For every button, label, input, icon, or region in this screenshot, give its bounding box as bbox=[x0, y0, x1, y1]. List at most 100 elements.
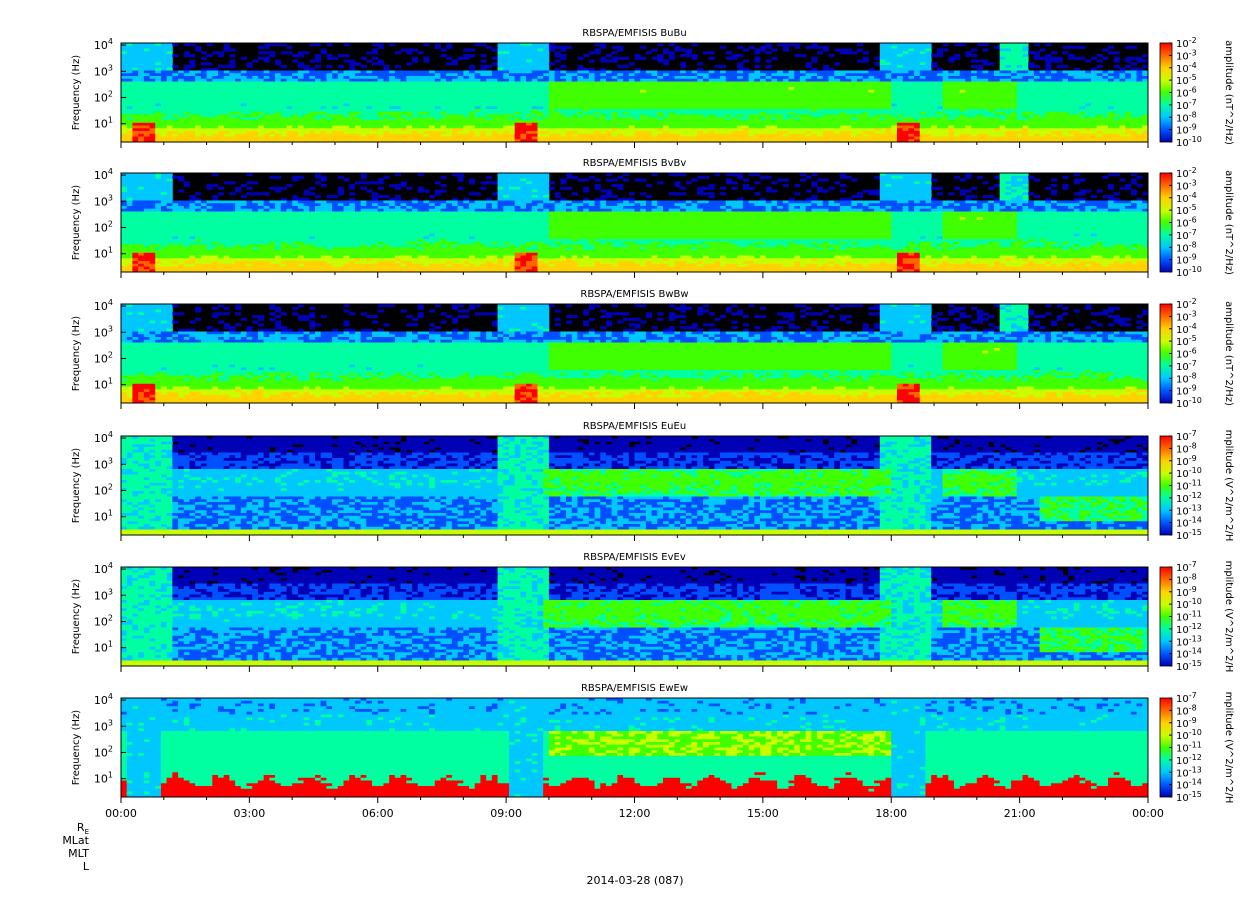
colorbar-label: amplitude (nT^2/Hz) bbox=[1223, 40, 1234, 145]
colorbar-tick-label: 10-15 bbox=[1176, 790, 1202, 804]
colorbar-tick-label: 10-5 bbox=[1176, 334, 1197, 348]
y-tick-label: 104 bbox=[94, 561, 113, 576]
colorbar-tick-label: 10-10 bbox=[1176, 396, 1202, 410]
colorbar-tick-label: 10-13 bbox=[1176, 634, 1202, 648]
y-tick-label: 102 bbox=[94, 350, 113, 365]
colorbar-tick-label: 10-12 bbox=[1176, 622, 1202, 636]
x-tick-label: 06:00 bbox=[362, 807, 394, 820]
colorbar-tick-label: 10-9 bbox=[1176, 123, 1197, 137]
colorbar-tick-label: 10-2 bbox=[1176, 297, 1197, 311]
colorbar-tick-label: 10-5 bbox=[1176, 203, 1197, 217]
y-axis-label: Frequency (Hz) bbox=[71, 55, 82, 131]
y-axis-label: Frequency (Hz) bbox=[71, 448, 82, 524]
colorbar-label: mplitude (V^2/m^2/H bbox=[1223, 561, 1234, 673]
y-tick-label: 102 bbox=[94, 89, 113, 104]
heatmap-cells bbox=[121, 436, 1149, 536]
colorbar-tick-label: 10-8 bbox=[1176, 371, 1197, 385]
y-tick-label: 101 bbox=[94, 771, 113, 786]
colorbar-tick-label: 10-8 bbox=[1176, 110, 1197, 124]
heatmap-cells bbox=[121, 304, 1149, 404]
spectrogram-panel-2: RBSPA/EMFISIS BvBv 101 102 103 104 Frequency … bbox=[71, 158, 1234, 279]
colorbar-tick-label: 10-7 bbox=[1176, 98, 1197, 112]
colorbar-tick-label: 10-8 bbox=[1176, 441, 1197, 455]
y-axis-label: Frequency (Hz) bbox=[71, 316, 82, 392]
colorbar-tick-label: 10-10 bbox=[1176, 728, 1202, 742]
colorbar-tick-label: 10-8 bbox=[1176, 703, 1197, 717]
y-tick-label: 104 bbox=[94, 37, 113, 52]
panel-title: RBSPA/EMFISIS BvBv bbox=[583, 158, 687, 169]
heatmap-cells bbox=[121, 567, 1149, 667]
colorbar-tick-label: 10-7 bbox=[1176, 359, 1197, 373]
colorbar-tick-label: 10-14 bbox=[1176, 516, 1202, 530]
colorbar-tick-label: 10-11 bbox=[1176, 479, 1202, 493]
colorbar-tick-label: 10-9 bbox=[1176, 253, 1197, 267]
spectrogram-panel-5: RBSPA/EMFISIS EvEv 101 102 103 104 Frequency … bbox=[71, 552, 1234, 673]
colorbar-tick-label: 10-11 bbox=[1176, 741, 1202, 755]
colorbar-label: amplitude (nT^2/Hz) bbox=[1223, 301, 1234, 406]
spectrogram-panel-1: RBSPA/EMFISIS BuBu 101 102 103 104 Frequency … bbox=[71, 28, 1234, 149]
colorbar-tick-label: 10-13 bbox=[1176, 765, 1202, 779]
colorbar-tick-label: 10-9 bbox=[1176, 384, 1197, 398]
colorbar-tick-label: 10-15 bbox=[1176, 659, 1202, 673]
x-tick-label: 09:00 bbox=[490, 807, 522, 820]
colorbar-tick-label: 10-4 bbox=[1176, 61, 1197, 75]
orbit-label: RE bbox=[77, 821, 89, 836]
colorbar-tick-label: 10-14 bbox=[1176, 647, 1202, 661]
y-tick-label: 101 bbox=[94, 246, 113, 261]
colorbar-tick-label: 10-13 bbox=[1176, 503, 1202, 517]
x-tick-label: 15:00 bbox=[747, 807, 779, 820]
colorbar-tick-label: 10-2 bbox=[1176, 36, 1197, 50]
spectrogram-panel-3: RBSPA/EMFISIS BwBw 101 102 103 104 Frequency … bbox=[71, 289, 1234, 410]
x-tick-label: 03:00 bbox=[234, 807, 266, 820]
colorbar-tick-label: 10-7 bbox=[1176, 560, 1197, 574]
colorbar-tick-label: 10-8 bbox=[1176, 240, 1197, 254]
colorbar-tick-label: 10-3 bbox=[1176, 48, 1197, 62]
heatmap-cells bbox=[121, 43, 1149, 143]
colorbar-tick-label: 10-4 bbox=[1176, 191, 1197, 205]
panel-title: RBSPA/EMFISIS EvEv bbox=[583, 552, 686, 563]
colorbar-tick-label: 10-15 bbox=[1176, 528, 1202, 542]
colorbar-tick-label: 10-2 bbox=[1176, 166, 1197, 180]
y-tick-label: 102 bbox=[94, 482, 113, 497]
colorbar-tick-label: 10-14 bbox=[1176, 778, 1202, 792]
spectrogram-panel-6: RBSPA/EMFISIS EwEw 101 102 103 104 Frequency … bbox=[71, 683, 1234, 804]
colorbar-tick-label: 10-7 bbox=[1176, 691, 1197, 705]
y-tick-label: 103 bbox=[94, 456, 113, 471]
colorbar-tick-label: 10-10 bbox=[1176, 135, 1202, 149]
colorbar-tick-label: 10-10 bbox=[1176, 597, 1202, 611]
date-label: 2014-03-28 (087) bbox=[586, 874, 683, 887]
colorbar-tick-label: 10-11 bbox=[1176, 610, 1202, 624]
y-tick-label: 103 bbox=[94, 587, 113, 602]
colorbar-tick-label: 10-5 bbox=[1176, 73, 1197, 87]
colorbar-tick-label: 10-12 bbox=[1176, 753, 1202, 767]
y-tick-label: 102 bbox=[94, 613, 113, 628]
x-tick-label: 21:00 bbox=[1004, 807, 1036, 820]
colorbar-tick-label: 10-8 bbox=[1176, 572, 1197, 586]
orbit-label: L bbox=[83, 860, 90, 873]
y-tick-label: 103 bbox=[94, 193, 113, 208]
colorbar-label: mplitude (V^2/m^2/H bbox=[1223, 692, 1234, 804]
y-tick-label: 104 bbox=[94, 298, 113, 313]
colorbar-tick-label: 10-6 bbox=[1176, 216, 1197, 230]
orbit-label: MLat bbox=[62, 834, 89, 847]
spectrogram-panel-4: RBSPA/EMFISIS EuEu 101 102 103 104 Frequency … bbox=[71, 421, 1234, 542]
panel-title: RBSPA/EMFISIS BuBu bbox=[582, 28, 686, 39]
panel-title: RBSPA/EMFISIS BwBw bbox=[580, 289, 688, 300]
y-tick-label: 102 bbox=[94, 744, 113, 759]
heatmap-cells bbox=[121, 698, 1149, 798]
y-tick-label: 104 bbox=[94, 430, 113, 445]
colorbar-tick-label: 10-4 bbox=[1176, 322, 1197, 336]
y-tick-label: 101 bbox=[94, 116, 113, 131]
colorbar-tick-label: 10-12 bbox=[1176, 491, 1202, 505]
colorbar-label: mplitude (V^2/m^2/H bbox=[1223, 430, 1234, 542]
y-axis-label: Frequency (Hz) bbox=[71, 710, 82, 786]
colorbar-tick-label: 10-3 bbox=[1176, 178, 1197, 192]
heatmap-cells bbox=[121, 173, 1149, 273]
x-tick-label: 18:00 bbox=[875, 807, 907, 820]
x-tick-label: 12:00 bbox=[619, 807, 651, 820]
colorbar-tick-label: 10-9 bbox=[1176, 716, 1197, 730]
y-tick-label: 104 bbox=[94, 692, 113, 707]
panel-title: RBSPA/EMFISIS EuEu bbox=[583, 421, 686, 432]
y-tick-label: 101 bbox=[94, 377, 113, 392]
